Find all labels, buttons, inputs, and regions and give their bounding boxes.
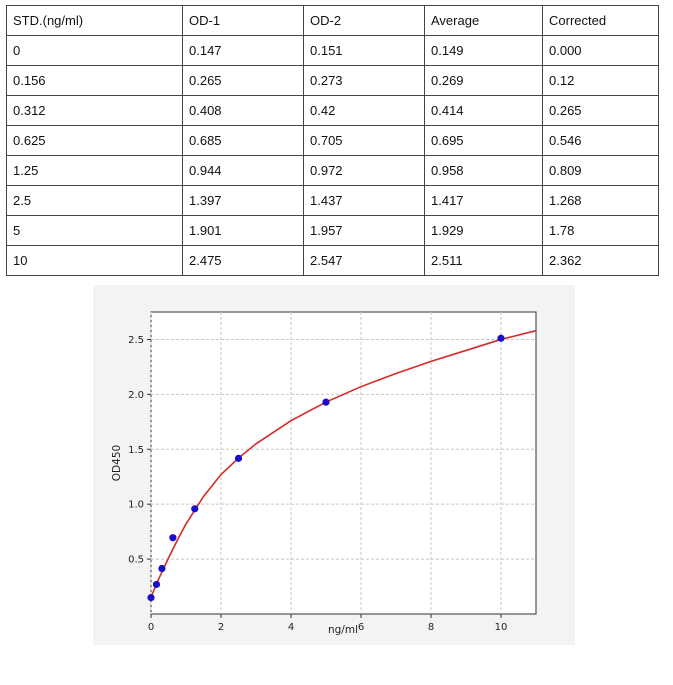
- table-row: 5 1.901 1.957 1.929 1.78: [6, 215, 659, 246]
- standard-curve-panel: 0 2 4 6 8 10 0.5 1.0 1.5 2.0 2.5 ng/ml OD450: [93, 285, 575, 645]
- cell-od1: 0.408: [182, 95, 304, 126]
- cell-average: 0.958: [424, 155, 543, 186]
- x-tick-label: 6: [358, 622, 364, 633]
- cell-od2: 0.273: [303, 65, 425, 96]
- data-point: [497, 334, 505, 342]
- cell-corrected: 2.362: [542, 245, 659, 276]
- cell-od2: 2.547: [303, 245, 425, 276]
- header-corrected: Corrected: [542, 5, 659, 36]
- axes: 0 2 4 6 8 10 0.5 1.0 1.5 2.0 2.5: [128, 335, 507, 633]
- cell-std: 1.25: [6, 155, 183, 186]
- cell-od1: 0.944: [182, 155, 304, 186]
- cell-std: 0.312: [6, 95, 183, 126]
- data-point: [158, 564, 166, 573]
- grid-lines: [150, 312, 536, 614]
- table-header-row: STD.(ng/ml) OD-1 OD-2 Average Corrected: [6, 5, 659, 36]
- cell-average: 1.929: [424, 215, 543, 246]
- cell-od2: 0.151: [303, 35, 425, 66]
- cell-od1: 1.397: [182, 185, 304, 216]
- cell-od2: 1.957: [303, 215, 425, 246]
- x-tick-label: 8: [428, 622, 434, 633]
- cell-corrected: 0.809: [542, 155, 659, 186]
- table-row: 0 0.147 0.151 0.149 0.000: [6, 35, 659, 66]
- cell-std: 0: [6, 35, 183, 66]
- cell-od1: 0.147: [182, 35, 304, 66]
- standard-curve-chart: 0 2 4 6 8 10 0.5 1.0 1.5 2.0 2.5 ng/ml OD450: [111, 311, 537, 636]
- standards-table: STD.(ng/ml) OD-1 OD-2 Average Corrected …: [6, 5, 659, 276]
- cell-average: 0.695: [424, 125, 543, 156]
- data-point: [191, 505, 199, 513]
- y-tick-label: 1.0: [128, 500, 144, 511]
- cell-corrected: 0.12: [542, 65, 659, 96]
- cell-std: 5: [6, 215, 183, 246]
- y-tick-label: 2.0: [128, 390, 144, 401]
- table-row: 2.5 1.397 1.437 1.417 1.268: [6, 185, 659, 216]
- cell-od1: 0.265: [182, 65, 304, 96]
- data-point: [169, 534, 177, 542]
- fit-curve-layer: [150, 329, 537, 598]
- x-tick-label: 2: [218, 622, 224, 633]
- table-row: 0.312 0.408 0.42 0.414 0.265: [6, 95, 659, 126]
- cell-corrected: 1.78: [542, 215, 659, 246]
- cell-od2: 0.42: [303, 95, 425, 126]
- x-tick-label: 10: [495, 622, 508, 633]
- cell-average: 0.269: [424, 65, 543, 96]
- table-row: 0.625 0.685 0.705 0.695 0.546: [6, 125, 659, 156]
- y-tick-label: 2.5: [128, 335, 144, 346]
- header-od1: OD-1: [182, 5, 304, 36]
- header-std: STD.(ng/ml): [6, 5, 183, 36]
- cell-std: 10: [6, 245, 183, 276]
- header-average: Average: [424, 5, 543, 36]
- table-row: 1.25 0.944 0.972 0.958 0.809: [6, 155, 659, 186]
- cell-od1: 2.475: [182, 245, 304, 276]
- cell-od2: 0.705: [303, 125, 425, 156]
- cell-od1: 0.685: [182, 125, 304, 156]
- y-axis-title: OD450: [111, 445, 123, 481]
- plot-area: [150, 311, 537, 615]
- cell-od2: 1.437: [303, 185, 425, 216]
- cell-corrected: 0.265: [542, 95, 659, 126]
- header-od2: OD-2: [303, 5, 425, 36]
- x-axis-title: ng/ml: [328, 624, 358, 636]
- cell-corrected: 1.268: [542, 185, 659, 216]
- data-point: [234, 454, 243, 462]
- cell-corrected: 0.000: [542, 35, 659, 66]
- cell-std: 2.5: [6, 185, 183, 216]
- cell-average: 1.417: [424, 185, 543, 216]
- x-tick-label: 0: [148, 622, 154, 633]
- data-point: [147, 594, 155, 602]
- cell-corrected: 0.546: [542, 125, 659, 156]
- cell-std: 0.625: [6, 125, 183, 156]
- data-point: [152, 580, 161, 589]
- cell-od2: 0.972: [303, 155, 425, 186]
- cell-average: 0.414: [424, 95, 543, 126]
- x-tick-label: 4: [288, 622, 294, 633]
- data-point: [322, 398, 330, 406]
- y-tick-label: 0.5: [128, 555, 144, 566]
- cell-average: 0.149: [424, 35, 543, 66]
- cell-od1: 1.901: [182, 215, 304, 246]
- cell-average: 2.511: [424, 245, 543, 276]
- y-tick-label: 1.5: [128, 445, 144, 456]
- table-row: 0.156 0.265 0.273 0.269 0.12: [6, 65, 659, 96]
- fit-curve: [150, 329, 537, 598]
- data-points: [147, 334, 505, 602]
- table-row: 10 2.475 2.547 2.511 2.362: [6, 245, 659, 276]
- cell-std: 0.156: [6, 65, 183, 96]
